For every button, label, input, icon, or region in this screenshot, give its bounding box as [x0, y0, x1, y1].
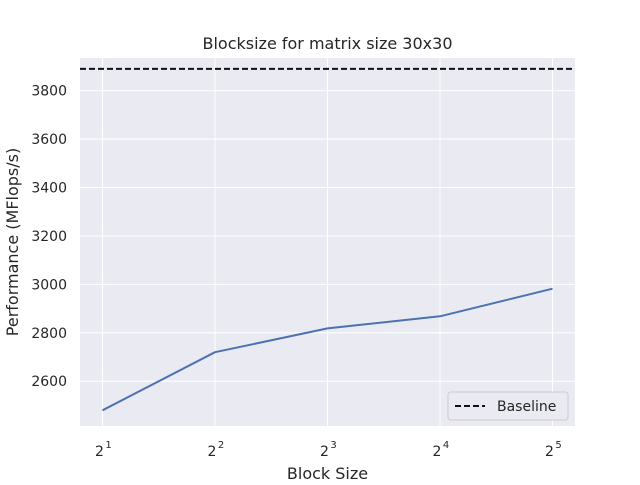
y-axis-label: Performance (MFlops/s): [3, 148, 22, 336]
x-tick-label: 2: [208, 444, 217, 460]
y-tick-label: 3200: [31, 229, 67, 245]
gridlines: [80, 58, 575, 426]
legend: Baseline: [447, 391, 569, 421]
chart-title: Blocksize for matrix size 30x30: [202, 34, 452, 53]
x-tick-exponent: 3: [330, 440, 336, 451]
y-tick-label: 3600: [31, 132, 67, 148]
x-tick-label: 2: [433, 444, 442, 460]
x-tick-exponent: 1: [105, 440, 111, 451]
y-tick-label: 3400: [31, 181, 67, 197]
y-tick-label: 2800: [31, 326, 67, 342]
x-tick-exponent: 5: [555, 440, 561, 451]
y-tick-labels: 2600 2800 3000 3200 3400 3600 3800: [31, 84, 67, 391]
y-tick-label: 2600: [31, 374, 67, 390]
x-tick-label: 2: [95, 444, 104, 460]
x-tick-exponent: 2: [218, 440, 224, 451]
series-layer: [80, 67, 575, 412]
y-tick-label: 3800: [31, 84, 67, 100]
x-axis-label: Block Size: [287, 464, 368, 480]
y-tick-label: 3000: [31, 277, 67, 293]
legend-box: [447, 391, 569, 421]
x-tick-label: 2: [320, 444, 329, 460]
x-tick-exponent: 4: [443, 440, 449, 451]
performance-series-line: [102, 287, 553, 412]
x-tick-label: 2: [545, 444, 554, 460]
legend-baseline-label: Baseline: [497, 399, 556, 415]
